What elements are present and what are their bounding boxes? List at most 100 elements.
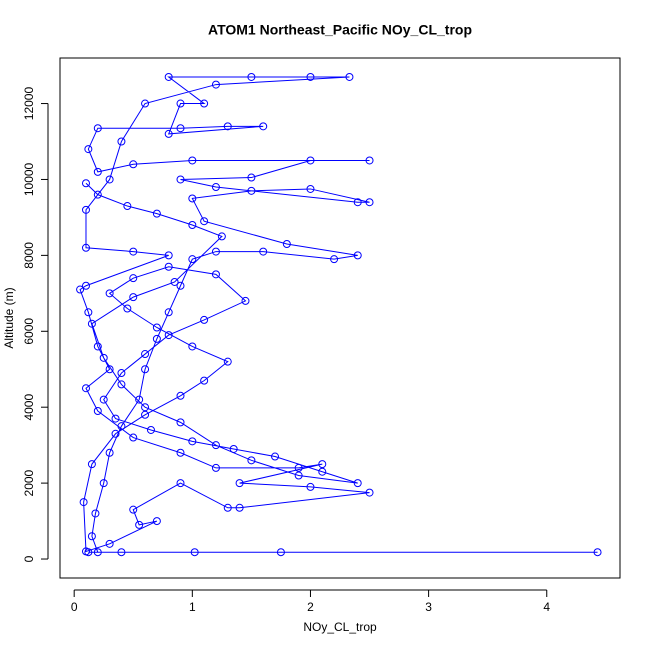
y-tick-label: 10000 [22, 162, 36, 196]
data-point [365, 156, 374, 165]
data-point [84, 308, 93, 317]
data-point [593, 548, 602, 557]
data-point [164, 331, 173, 340]
data-point [235, 503, 244, 512]
data-point [176, 99, 185, 108]
x-tick-label: 1 [189, 600, 196, 614]
data-point [81, 281, 90, 290]
data-point [306, 72, 315, 81]
data-point [141, 350, 150, 359]
data-point [188, 437, 197, 446]
data-point [211, 247, 220, 256]
data-point [188, 342, 197, 351]
data-point [93, 167, 102, 176]
y-tick-label: 8000 [22, 242, 36, 269]
data-point [105, 539, 114, 548]
data-point [211, 270, 220, 279]
data-point [81, 243, 90, 252]
data-point [141, 403, 150, 412]
data-point [129, 293, 138, 302]
data-point [176, 391, 185, 400]
data-point [176, 175, 185, 184]
data-line [79, 76, 598, 553]
data-point [152, 517, 161, 526]
data-point [200, 315, 209, 324]
data-point [176, 281, 185, 290]
data-point [141, 99, 150, 108]
y-tick-label: 6000 [22, 318, 36, 345]
data-point [99, 395, 108, 404]
data-point [141, 410, 150, 419]
data-point [353, 251, 362, 260]
data-point [282, 239, 291, 248]
data-point [152, 209, 161, 218]
data-point [105, 365, 114, 374]
data-point [353, 479, 362, 488]
data-point [229, 444, 238, 453]
data-point [164, 308, 173, 317]
data-point [223, 122, 232, 131]
data-point [111, 414, 120, 423]
y-tick-label: 0 [22, 555, 36, 562]
data-point [117, 548, 126, 557]
data-point [129, 505, 138, 514]
plot-box [59, 57, 621, 579]
y-tick-label: 12000 [22, 87, 36, 121]
data-point [87, 319, 96, 328]
data-point [146, 425, 155, 434]
data-point [81, 179, 90, 188]
data-point [188, 194, 197, 203]
data-point [117, 369, 126, 378]
data-point [241, 296, 250, 305]
chart-title: ATOM1 Northeast_Pacific NOy_CL_trop [208, 22, 472, 38]
data-point [318, 467, 327, 476]
x-axis-label: NOy_CL_trop [303, 620, 377, 634]
data-point [188, 221, 197, 230]
data-point [99, 353, 108, 362]
data-point [247, 173, 256, 182]
data-point [129, 274, 138, 283]
data-point [79, 498, 88, 507]
data-point [235, 479, 244, 488]
data-point [200, 376, 209, 385]
data-point [247, 456, 256, 465]
x-tick-label: 4 [543, 600, 550, 614]
data-point [188, 156, 197, 165]
data-point [306, 184, 315, 193]
data-point [164, 72, 173, 81]
data-point [200, 217, 209, 226]
data-point [81, 205, 90, 214]
data-point [93, 342, 102, 351]
data-point [164, 262, 173, 271]
data-point [129, 247, 138, 256]
data-point [176, 448, 185, 457]
data-point [141, 365, 150, 374]
data-point [176, 479, 185, 488]
data-point [91, 509, 100, 518]
data-point [129, 160, 138, 169]
y-tick-label: 2000 [22, 469, 36, 496]
data-point [170, 277, 179, 286]
data-point [276, 548, 285, 557]
data-point [365, 198, 374, 207]
data-point [259, 122, 268, 131]
data-point [93, 548, 102, 557]
data-point [117, 137, 126, 146]
data-point [330, 255, 339, 264]
data-point [247, 186, 256, 195]
data-point [87, 460, 96, 469]
x-tick-label: 2 [307, 600, 314, 614]
data-point [217, 232, 226, 241]
data-point [117, 422, 126, 431]
data-point [190, 548, 199, 557]
data-point [176, 418, 185, 427]
data-point [84, 145, 93, 154]
data-point [211, 183, 220, 192]
data-point [164, 129, 173, 138]
data-point [188, 255, 197, 264]
data-point [306, 156, 315, 165]
data-point [164, 251, 173, 260]
data-point [211, 80, 220, 89]
